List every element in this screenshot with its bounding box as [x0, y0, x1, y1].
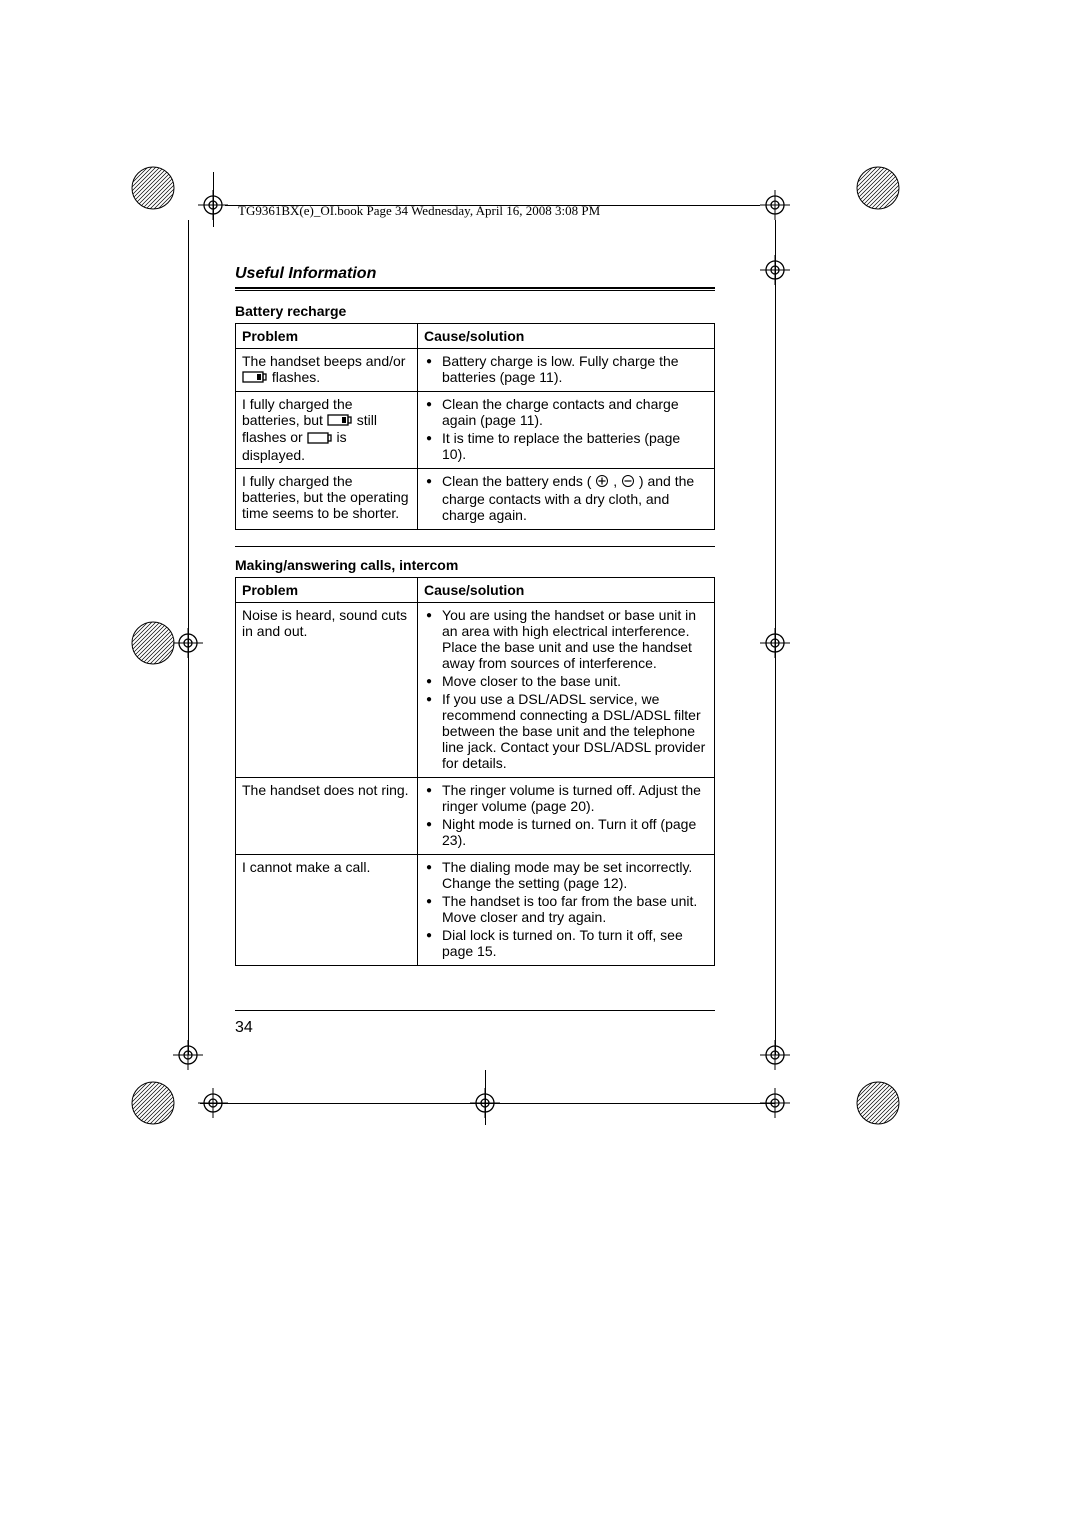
plus-terminal-icon — [595, 474, 609, 491]
page-content: Useful Information Battery recharge Prob… — [235, 255, 715, 966]
crop-line — [213, 172, 214, 227]
table-row: I fully charged the batteries, but still… — [236, 392, 715, 469]
solution-item: Clean the battery ends ( , ) and the cha… — [438, 473, 708, 523]
section-title: Useful Information — [235, 255, 715, 283]
minus-terminal-icon — [621, 474, 635, 491]
solution-item: Move closer to the base unit. — [438, 673, 708, 689]
page-number: 34 — [235, 1019, 253, 1037]
crop-line — [188, 220, 189, 1055]
problem-text: The handset beeps and/or — [242, 353, 405, 369]
cause-cell: The ringer volume is turned off. Adjust … — [418, 778, 715, 855]
crop-line — [775, 220, 776, 1055]
table-header-row: Problem Cause/solution — [236, 578, 715, 603]
cause-cell: Clean the battery ends ( , ) and the cha… — [418, 469, 715, 530]
solution-item: Battery charge is low. Fully charge the … — [438, 353, 708, 385]
table1-heading: Battery recharge — [235, 303, 715, 319]
registration-mark-icon — [130, 620, 176, 666]
registration-mark-icon — [130, 165, 176, 211]
solution-item: The handset is too far from the base uni… — [438, 893, 708, 925]
cause-cell: Battery charge is low. Fully charge the … — [418, 349, 715, 392]
registration-mark-icon — [130, 1080, 176, 1126]
solution-item: The ringer volume is turned off. Adjust … — [438, 782, 708, 814]
battery-low-icon — [242, 370, 268, 386]
solution-text: , — [613, 473, 621, 489]
crop-line — [485, 1070, 486, 1125]
table-row: I fully charged the batteries, but the o… — [236, 469, 715, 530]
problem-cell: I fully charged the batteries, but still… — [236, 392, 418, 469]
problem-cell: I cannot make a call. — [236, 855, 418, 966]
table-battery-recharge: Problem Cause/solution The handset beeps… — [235, 323, 715, 530]
col-header-problem: Problem — [236, 324, 418, 349]
crosshair-icon — [760, 190, 790, 220]
table2-heading: Making/answering calls, intercom — [235, 557, 715, 573]
crop-line — [225, 205, 760, 206]
table-row: The handset beeps and/or flashes. Batter… — [236, 349, 715, 392]
solution-item: If you use a DSL/ADSL service, we recomm… — [438, 691, 708, 771]
subheading-rule — [235, 546, 715, 547]
cause-cell: You are using the handset or base unit i… — [418, 603, 715, 778]
solution-item: The dialing mode may be set incorrectly.… — [438, 859, 708, 891]
table-row: The handset does not ring. The ringer vo… — [236, 778, 715, 855]
problem-cell: I fully charged the batteries, but the o… — [236, 469, 418, 530]
crop-line — [200, 1103, 775, 1104]
table-header-row: Problem Cause/solution — [236, 324, 715, 349]
col-header-cause: Cause/solution — [418, 578, 715, 603]
battery-empty-icon — [307, 431, 333, 447]
cause-cell: The dialing mode may be set incorrectly.… — [418, 855, 715, 966]
problem-cell: Noise is heard, sound cuts in and out. — [236, 603, 418, 778]
title-rule — [235, 287, 715, 291]
cause-cell: Clean the charge contacts and charge aga… — [418, 392, 715, 469]
solution-item: Clean the charge contacts and charge aga… — [438, 396, 708, 428]
problem-cell: The handset beeps and/or flashes. — [236, 349, 418, 392]
footer-rule — [235, 1010, 715, 1011]
solution-item: Night mode is turned on. Turn it off (pa… — [438, 816, 708, 848]
solution-item: You are using the handset or base unit i… — [438, 607, 708, 671]
solution-item: Dial lock is turned on. To turn it off, … — [438, 927, 708, 959]
table-row: Noise is heard, sound cuts in and out. Y… — [236, 603, 715, 778]
problem-text: flashes. — [272, 369, 320, 385]
table-row: I cannot make a call. The dialing mode m… — [236, 855, 715, 966]
registration-mark-icon — [855, 165, 901, 211]
battery-low-icon — [327, 413, 353, 429]
col-header-cause: Cause/solution — [418, 324, 715, 349]
problem-cell: The handset does not ring. — [236, 778, 418, 855]
solution-item: It is time to replace the batteries (pag… — [438, 430, 708, 462]
registration-mark-icon — [855, 1080, 901, 1126]
col-header-problem: Problem — [236, 578, 418, 603]
table-calls-intercom: Problem Cause/solution Noise is heard, s… — [235, 577, 715, 966]
solution-text: Clean the battery ends ( — [442, 473, 591, 489]
